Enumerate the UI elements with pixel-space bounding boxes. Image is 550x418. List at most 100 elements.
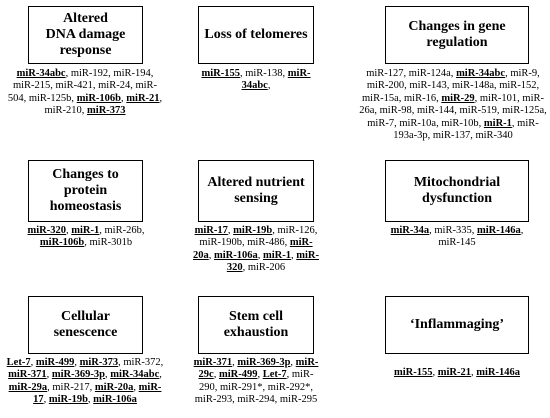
mirna-highlighted: miR-17 bbox=[194, 225, 228, 236]
mirna-highlighted: miR-499 bbox=[35, 357, 75, 368]
mirna-highlighted: miR-499 bbox=[218, 369, 258, 381]
mirna-text: , bbox=[121, 92, 127, 104]
mirna-highlighted: miR-34abc bbox=[241, 68, 311, 92]
hallmark-box-senescence: Cellular senescence bbox=[28, 296, 143, 354]
mirna-text: , bbox=[159, 369, 162, 381]
mirna-text: , miR-101, miR-26a, miR-98, miR-144, miR… bbox=[359, 92, 547, 129]
hallmark-title: Loss of telomeres bbox=[204, 27, 308, 42]
mirna-text: , bbox=[257, 249, 263, 261]
mirna-list-telomeres: miR-155, miR-138, miR-34abc, bbox=[200, 68, 312, 93]
mirna-text: , miR-210, bbox=[44, 92, 163, 117]
mirna-text: , bbox=[66, 225, 72, 236]
mirna-list-senescence: Let-7, miR-499, miR-373, miR-372, miR-37… bbox=[6, 357, 164, 407]
mirna-highlighted: miR-34a bbox=[390, 225, 430, 236]
hallmark-title: ‘Inflammaging’ bbox=[409, 317, 505, 332]
mirna-text: , miR-193a-3p, miR-137, miR-340 bbox=[393, 117, 539, 142]
mirna-text: , bbox=[30, 357, 36, 368]
mirna-list-stem-cell: miR-371, miR-369-3p, miR-29c, miR-499, L… bbox=[190, 357, 322, 407]
mirna-text: , miR-26b, bbox=[99, 225, 145, 236]
mirna-text: , miR-145 bbox=[438, 225, 524, 249]
mirna-text: , bbox=[291, 249, 297, 261]
mirna-text: , bbox=[232, 357, 238, 368]
mirna-highlighted: miR-320 bbox=[27, 225, 67, 236]
mirna-text: , bbox=[46, 369, 52, 381]
hallmark-box-dna-damage: Altered DNA damage response bbox=[28, 6, 143, 64]
mirna-highlighted: miR-146a bbox=[476, 367, 520, 378]
mirna-text: , miR-206 bbox=[242, 262, 286, 274]
mirna-text: , bbox=[213, 369, 219, 381]
mirna-text: , bbox=[257, 369, 263, 381]
mirna-text: , bbox=[432, 367, 438, 378]
mirna-highlighted: miR-20a bbox=[193, 237, 313, 261]
mirna-highlighted: miR-146a bbox=[476, 225, 521, 236]
mirna-highlighted: miR-373 bbox=[87, 105, 126, 117]
mirna-text: , bbox=[227, 225, 234, 236]
mirna-text: , bbox=[133, 381, 139, 393]
mirna-list-dna-damage: miR-34abc, miR-192, miR-194, miR-215, mi… bbox=[6, 68, 164, 118]
mirna-highlighted: miR-21 bbox=[126, 92, 160, 104]
mirna-text: , miR-290, miR-291*, miR-292*, miR-293, … bbox=[194, 369, 318, 406]
mirna-highlighted: Let-7 bbox=[6, 357, 31, 368]
mirna-highlighted: miR-1 bbox=[71, 225, 100, 236]
mirna-text: , miR-372, bbox=[118, 357, 164, 368]
mirna-highlighted: miR-155 bbox=[394, 367, 433, 378]
mirna-text: , bbox=[74, 357, 80, 368]
mirna-highlighted: miR-369-3p bbox=[51, 369, 105, 381]
mirna-highlighted: miR-106a bbox=[214, 249, 258, 261]
mirna-text: , miR-126, miR-190b, miR-486, bbox=[199, 225, 318, 249]
mirna-text: , bbox=[43, 394, 49, 406]
mirna-highlighted: miR-106b bbox=[76, 92, 122, 104]
mirna-highlighted: miR-21 bbox=[437, 367, 471, 378]
mirna-highlighted: miR-20a bbox=[94, 381, 134, 393]
hallmark-box-inflammaging: ‘Inflammaging’ bbox=[385, 296, 529, 354]
mirna-text: , bbox=[104, 369, 111, 381]
mirna-highlighted: miR-106a bbox=[93, 394, 137, 406]
mirna-list-protein-homeostasis: miR-320, miR-1, miR-26b, miR-106b, miR-3… bbox=[22, 225, 150, 250]
hallmark-title: Changes to protein homeostasis bbox=[49, 167, 122, 214]
mirna-list-gene-regulation: miR-127, miR-124a, miR-34abc, miR-9, miR… bbox=[358, 68, 548, 142]
hallmark-title: Cellular senescence bbox=[53, 309, 118, 340]
hallmark-title: Stem cell exhaustion bbox=[223, 309, 289, 340]
mirna-text: , miR-138, bbox=[239, 68, 288, 79]
mirna-highlighted: miR-106b bbox=[39, 237, 85, 249]
mirna-text: , bbox=[208, 249, 214, 261]
hallmark-title: Altered DNA damage response bbox=[45, 11, 126, 58]
hallmark-box-stem-cell: Stem cell exhaustion bbox=[198, 296, 314, 354]
mirna-highlighted: miR-320 bbox=[226, 249, 319, 274]
hallmark-box-telomeres: Loss of telomeres bbox=[198, 6, 314, 64]
mirna-highlighted: miR-29c bbox=[198, 357, 319, 381]
mirna-highlighted: miR-34abc bbox=[456, 68, 506, 79]
hallmark-box-mitochondrial: Mitochondrial dysfunction bbox=[385, 160, 529, 222]
hallmark-box-gene-regulation: Changes in gene regulation bbox=[385, 6, 529, 64]
mirna-text: , miR-335, bbox=[429, 225, 477, 236]
mirna-highlighted: miR-19b bbox=[48, 394, 88, 406]
hallmark-title: Changes in gene regulation bbox=[408, 19, 506, 50]
hallmark-title: Mitochondrial dysfunction bbox=[413, 175, 501, 206]
mirna-text: , bbox=[267, 80, 271, 92]
mirna-text: , bbox=[290, 357, 296, 368]
hallmark-title: Altered nutrient sensing bbox=[207, 175, 305, 206]
mirna-highlighted: miR-34abc bbox=[110, 369, 160, 381]
hallmark-box-nutrient-sensing: Altered nutrient sensing bbox=[198, 160, 314, 222]
mirna-text: , miR-9, miR-200, miR-143, miR-148a, miR… bbox=[361, 68, 540, 104]
mirna-highlighted: miR-1 bbox=[483, 117, 512, 129]
mirna-list-inflammaging: miR-155, miR-21, miR-146a bbox=[385, 367, 529, 379]
mirna-text: miR-127, miR-124a, bbox=[366, 68, 457, 79]
mirna-highlighted: miR-155 bbox=[201, 68, 240, 79]
mirna-highlighted: miR-1 bbox=[263, 249, 291, 261]
hallmark-box-protein-homeostasis: Changes to protein homeostasis bbox=[28, 160, 143, 222]
mirna-highlighted: miR-29a bbox=[8, 381, 48, 393]
mirna-highlighted: miR-19b bbox=[233, 225, 273, 236]
mirna-text: , miR-217, bbox=[47, 381, 95, 393]
mirna-text: , bbox=[471, 367, 477, 378]
mirna-highlighted: miR-371 bbox=[193, 357, 233, 368]
mirna-highlighted: miR-34abc bbox=[16, 68, 66, 79]
mirna-list-mitochondrial: miR-34a, miR-335, miR-146a, miR-145 bbox=[385, 225, 529, 250]
mirna-highlighted: miR-29 bbox=[441, 92, 475, 104]
mirna-highlighted: miR-369-3p bbox=[237, 357, 291, 368]
mirna-highlighted: miR-373 bbox=[79, 357, 119, 368]
mirna-text: , bbox=[87, 394, 94, 406]
mirna-highlighted: miR-371 bbox=[8, 369, 47, 381]
mirna-highlighted: miR-17 bbox=[33, 381, 162, 406]
mirna-text: , miR-192, miR-194, miR-215, miR-421, mi… bbox=[7, 68, 158, 104]
